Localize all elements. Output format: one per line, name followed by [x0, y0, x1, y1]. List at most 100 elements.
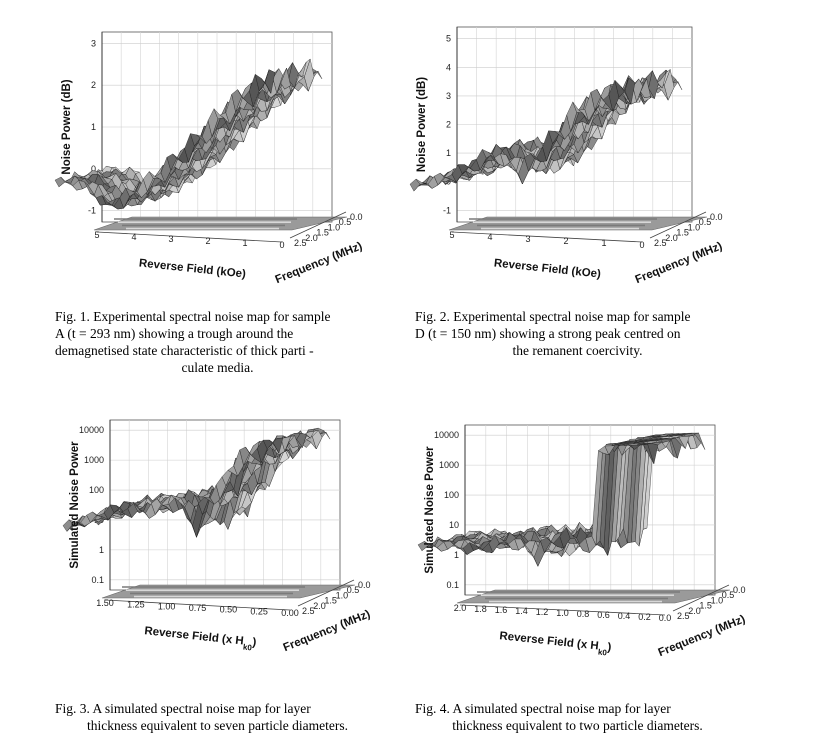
y-tick-label: 0.5: [347, 585, 360, 595]
caption-fig2: Fig. 2. Experimental spectral noise map …: [415, 308, 740, 359]
z-tick-label: 1000: [84, 455, 104, 465]
y-tick-label: 0.0: [350, 212, 363, 222]
chart-fig3: 1000010001001010.11.501.251.000.750.500.…: [50, 395, 390, 675]
x-tick-label: 0.0: [659, 613, 672, 623]
z-tick-label: 1000: [439, 460, 459, 470]
x-tick-label: 5: [94, 230, 99, 240]
x-tick-label: 1: [242, 238, 247, 248]
z-axis-title: Simulated Noise Power: [424, 446, 436, 574]
x-tick-label: 0.75: [189, 603, 207, 613]
x-tick-label: 0: [279, 240, 284, 250]
surface-cell: [643, 443, 655, 464]
y-tick-label: 0.0: [710, 212, 723, 222]
surface-cell: [469, 542, 481, 551]
z-tick-label: 10000: [434, 430, 459, 440]
surface-cell: [268, 439, 280, 454]
x-tick-label: 1.0: [556, 608, 569, 618]
y-tick-label: 1.0: [688, 222, 701, 232]
x-tick-label: 0.6: [597, 610, 610, 620]
z-tick-label: 100: [444, 490, 459, 500]
floor-contour: [448, 216, 708, 231]
z-tick-label: 1: [99, 545, 104, 555]
y-axis: [289, 211, 347, 239]
x-tick-label: 4: [131, 232, 136, 242]
z-tick-label: 5: [446, 34, 451, 44]
x-axis-title: Reverse Field (x Hk0): [143, 625, 257, 652]
x-axis-title-sub: k0: [598, 647, 608, 657]
x-tick-label: 0.4: [618, 611, 631, 621]
x-tick-label: 1: [601, 238, 606, 248]
caption-line: thickness equivalent to seven particle d…: [87, 718, 348, 733]
x-tick-label: 1.6: [495, 605, 508, 615]
y-tick-label: 2.0: [313, 601, 326, 611]
z-tick-label: 3: [91, 38, 96, 48]
x-tick-label: 2.0: [454, 603, 467, 613]
chart-fig1-svg: 3 2 1 0 -1 5 4 3 2 1 0 2.52.01.51.00.50.0 Noise Powe…: [54, 31, 364, 286]
z-tick-label: 10: [449, 520, 459, 530]
caption-line: A (t = 293 nm) showing a trough around t…: [55, 326, 294, 341]
x-tick-label: 2: [205, 236, 210, 246]
x-tick-label: 2: [563, 236, 568, 246]
chart-fig4-svg: 10000 1000 100 10 1 0.1 2.0 1.8 1.6 1.4 1.2 1.0 0.8 0…: [417, 424, 747, 659]
x-tick-label: 1.50: [96, 598, 114, 608]
x-axis-title-main: Reverse Field (kOe): [493, 257, 601, 280]
x-axis-title-main: Reverse Field (kOe): [138, 257, 246, 280]
floor-contour: [93, 216, 348, 231]
z-tick-label: -1: [443, 205, 451, 215]
x-axis: [104, 599, 291, 611]
x-axis-title-tail: ): [252, 637, 257, 649]
y-axis-title: Frequency (MHz): [634, 240, 725, 286]
x-axis: [451, 231, 643, 243]
x-tick-label: 0.2: [638, 612, 651, 622]
z-tick-label: 2: [446, 120, 451, 130]
caption-line: Fig. 4. A simulated spectral noise map f…: [415, 701, 671, 716]
y-tick-label: 1.0: [711, 595, 724, 605]
z-tick-label: 100: [89, 485, 104, 495]
y-tick-label: 2.0: [688, 606, 701, 616]
z-tick-label: 1: [446, 148, 451, 158]
y-tick-label: 2.5: [294, 238, 307, 248]
z-tick-label: 2: [91, 80, 96, 90]
caption-line: demagnetised state characteristic of thi…: [55, 343, 314, 358]
y-tick-label: 1.5: [316, 228, 329, 238]
z-axis-title: Simulated Noise Power: [69, 441, 81, 569]
z-tick-label: -1: [88, 206, 96, 216]
y-tick-label: 2.0: [665, 233, 678, 243]
y-tick-label: 2.5: [677, 611, 690, 621]
x-axis-title-tail: ): [607, 642, 612, 654]
caption-fig3: Fig. 3. A simulated spectral noise map f…: [55, 700, 380, 734]
y-tick-label: 0.5: [339, 217, 352, 227]
x-tick-label: 5: [449, 230, 454, 240]
y-tick-label: 2.5: [654, 238, 667, 248]
y-tick-label: 1.0: [328, 222, 341, 232]
z-tick-label: 0.1: [446, 580, 459, 590]
x-axis: [459, 604, 666, 616]
surface-cell: [54, 176, 66, 188]
x-tick-label: 0: [639, 240, 644, 250]
y-tick-label: 1.5: [676, 228, 689, 238]
y-axis: [649, 211, 707, 239]
y-tick-label: 0.5: [722, 590, 735, 600]
x-tick-label: 1.25: [127, 600, 145, 610]
x-tick-label: 0.25: [250, 606, 268, 616]
x-tick-label: 0.00: [281, 608, 299, 618]
z-tick-label: 10000: [79, 425, 104, 435]
z-tick-label: 1: [91, 122, 96, 132]
y-axis: [297, 579, 355, 607]
caption-line: culate media.: [181, 360, 254, 375]
chart-fig4: 10000 1000 100 10 1 0.1 2.0 1.8 1.6 1.4 1.2 1.0 0.8 0…: [395, 395, 750, 675]
x-axis-title: Reverse Field (kOe): [138, 257, 246, 280]
z-axis-title: Noise Power (dB): [61, 79, 73, 174]
y-axis-title: Frequency (MHz): [274, 240, 365, 286]
chart-fig3-svg: 1000010001001010.11.501.251.000.750.500.…: [62, 419, 372, 654]
x-axis-title: Reverse Field (x Hk0): [498, 630, 612, 657]
y-tick-label: 2.5: [302, 606, 315, 616]
x-axis: [96, 231, 283, 243]
chart-fig1: 3 2 1 0 -1 5 4 3 2 1 0 2.5 2.0 1.5 1.0 0.5 0.0 Noise Powe…: [50, 10, 390, 286]
x-tick-label: 1.8: [474, 604, 487, 614]
caption-line: D (t = 150 nm) showing a strong peak cen…: [415, 326, 681, 341]
caption-line: thickness equivalent to two particle dia…: [452, 718, 703, 733]
floor-contour: [101, 584, 356, 599]
